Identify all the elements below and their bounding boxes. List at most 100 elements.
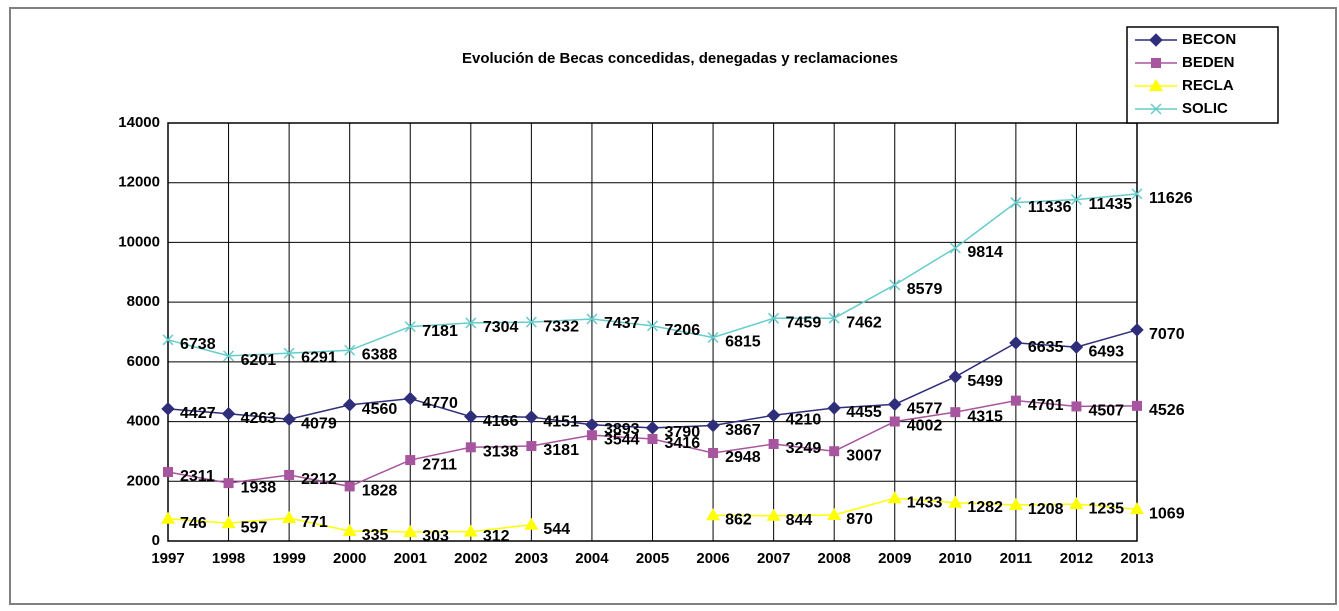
marker <box>405 455 416 466</box>
marker <box>1010 395 1021 406</box>
data-label: 4079 <box>301 415 337 432</box>
data-label: 771 <box>301 514 328 531</box>
marker <box>524 517 539 530</box>
marker <box>827 401 841 415</box>
marker <box>586 313 598 325</box>
marker <box>1151 58 1161 68</box>
marker <box>525 316 537 328</box>
marker <box>647 434 658 445</box>
marker <box>403 524 418 537</box>
marker <box>344 481 355 492</box>
data-label: 3867 <box>725 422 761 439</box>
data-label: 3544 <box>604 431 640 448</box>
data-label: 7070 <box>1149 326 1185 343</box>
marker <box>766 408 781 423</box>
legend-label: SOLIC <box>1182 100 1228 117</box>
legend-label: BEDEN <box>1182 54 1235 71</box>
y-tick-label: 8000 <box>127 293 160 310</box>
data-label: 862 <box>725 511 752 528</box>
marker <box>404 321 416 333</box>
x-tick-label: 1998 <box>212 550 245 567</box>
marker <box>1130 323 1144 337</box>
y-tick-label: 2000 <box>127 472 160 489</box>
data-label: 2711 <box>422 456 457 473</box>
data-label: 312 <box>483 528 510 545</box>
data-label: 4526 <box>1149 402 1185 419</box>
marker <box>465 317 477 329</box>
marker <box>828 312 840 324</box>
marker <box>163 467 173 478</box>
data-label: 6493 <box>1088 343 1124 360</box>
data-label: 4560 <box>362 401 398 418</box>
marker <box>827 508 842 521</box>
data-label: 4002 <box>907 418 943 435</box>
x-tick-label: 2008 <box>818 550 851 567</box>
data-label: 7459 <box>786 315 822 332</box>
data-label: 1235 <box>1088 500 1124 517</box>
x-tick-label: 2001 <box>394 550 427 567</box>
marker <box>948 370 963 384</box>
data-label: 1282 <box>967 499 1003 516</box>
x-tick-label: 2000 <box>333 550 366 567</box>
marker <box>283 347 295 359</box>
marker <box>1131 188 1143 200</box>
marker <box>888 397 902 412</box>
x-tick-label: 2004 <box>575 550 609 567</box>
x-tick-label: 2003 <box>515 550 548 567</box>
data-label: 4701 <box>1028 397 1064 414</box>
marker <box>708 447 719 458</box>
marker <box>1008 497 1023 510</box>
data-label: 844 <box>786 512 813 529</box>
data-label: 6388 <box>362 346 398 363</box>
data-label: 4507 <box>1088 403 1124 420</box>
marker <box>465 442 476 453</box>
marker <box>768 438 779 449</box>
marker <box>1149 33 1163 47</box>
marker <box>950 407 961 418</box>
marker <box>586 430 597 441</box>
x-tick-label: 2006 <box>696 550 729 567</box>
data-label: 1938 <box>241 479 277 496</box>
data-label: 597 <box>241 519 268 536</box>
marker <box>342 398 357 412</box>
marker <box>948 495 963 508</box>
marker <box>162 334 174 346</box>
data-label: 7181 <box>422 323 458 340</box>
marker <box>284 469 295 480</box>
y-tick-label: 4000 <box>127 413 160 430</box>
data-label: 8579 <box>907 281 943 298</box>
marker <box>1069 340 1084 354</box>
data-label: 6291 <box>301 349 337 366</box>
marker <box>342 523 357 536</box>
data-label: 335 <box>362 527 389 544</box>
x-tick-label: 2012 <box>1060 550 1093 567</box>
data-label: 3007 <box>846 447 882 464</box>
data-label: 1433 <box>907 494 943 511</box>
data-label: 4151 <box>543 413 579 430</box>
marker <box>223 350 235 362</box>
data-label: 4263 <box>241 410 277 427</box>
data-label: 4315 <box>967 408 1003 425</box>
marker <box>221 516 236 529</box>
x-tick-label: 2009 <box>878 550 911 567</box>
x-tick-label: 1999 <box>272 550 305 567</box>
marker <box>949 242 961 254</box>
data-label: 4577 <box>907 401 943 418</box>
data-label: 1069 <box>1149 505 1185 522</box>
legend-label: RECLA <box>1182 77 1234 94</box>
data-label: 7437 <box>604 315 640 332</box>
legend-label: BECON <box>1182 31 1236 48</box>
data-label: 11626 <box>1149 190 1193 207</box>
data-label: 7304 <box>483 319 519 336</box>
data-label: 3249 <box>786 440 822 457</box>
data-label: 2212 <box>301 471 337 488</box>
marker <box>1071 401 1082 412</box>
data-label: 2311 <box>180 468 215 485</box>
data-label: 6201 <box>241 352 277 369</box>
marker <box>829 446 840 457</box>
data-label: 1208 <box>1028 501 1064 518</box>
marker <box>221 407 236 421</box>
y-tick-label: 0 <box>152 532 160 549</box>
x-tick-label: 2011 <box>1000 550 1033 567</box>
